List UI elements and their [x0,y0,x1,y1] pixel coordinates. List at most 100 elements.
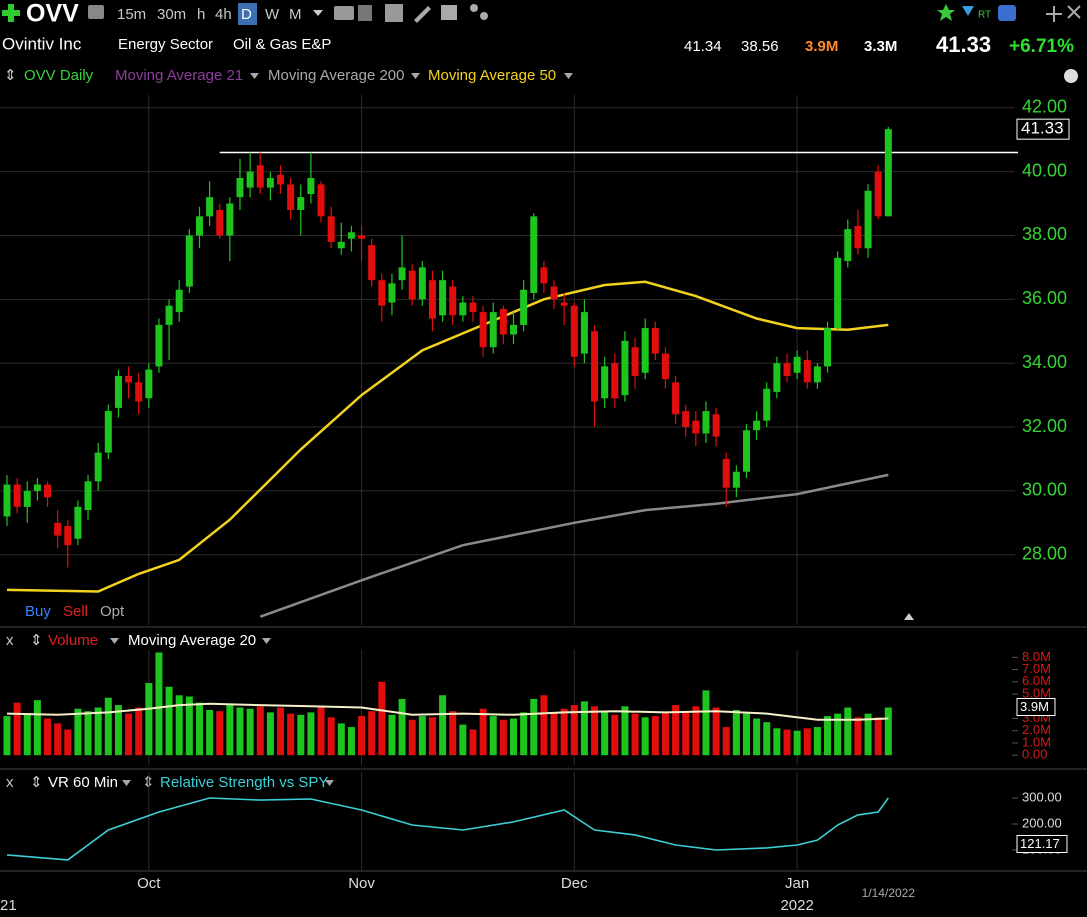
add-icon[interactable] [2,4,20,22]
y-tick-label: 38.00 [1022,224,1067,244]
legend-volume-ma[interactable]: Moving Average 20 [128,632,256,649]
volume-bar [277,707,285,756]
volume-bar [601,711,609,756]
volume-box [1016,698,1056,716]
dropdown[interactable] [262,638,271,644]
volume-bar [732,709,740,756]
icon[interactable] [1067,5,1081,19]
volume-bar [550,712,558,756]
cursor-date: 1/14/2022 [862,886,916,900]
icon[interactable] [88,5,104,19]
candle-body [236,178,244,198]
volume-bar [874,717,882,756]
candle-body [428,280,436,319]
y-tick-label: 300.00 [1022,789,1062,804]
candle-body [155,324,163,367]
candle-body [23,490,31,507]
volume-bar [651,716,659,756]
arrows: ⇕ [30,632,43,649]
timeframe[interactable]: 4h [215,6,232,23]
volume-bar [165,686,173,756]
candle-body [226,203,234,236]
volume: 3.9M [805,38,838,55]
volume-bar [3,716,11,756]
icon[interactable] [470,4,478,12]
volume-bar [418,716,426,756]
dropdown[interactable] [313,10,323,16]
volume-bar [631,713,639,756]
volume-bar [347,727,355,756]
timeframe[interactable]: 15m [117,6,146,23]
volume-bar [327,717,335,756]
volume-bar [94,707,102,756]
close-panel[interactable]: x [6,632,14,649]
candle-body [104,411,112,453]
settings-icon[interactable] [1064,69,1078,83]
dropdown[interactable] [564,73,573,79]
candle-body [550,286,558,300]
icon[interactable] [1046,6,1062,22]
y-tick-label: 40.00 [1022,160,1067,180]
candle-body [692,420,700,434]
legend-ma200[interactable]: Moving Average 200 [268,67,405,84]
timeframe[interactable]: W [265,6,280,23]
icon[interactable] [962,6,974,16]
scroll-marker[interactable] [904,613,914,620]
volume-bar [742,712,750,756]
candle-body [672,382,680,415]
candle-body [864,190,872,249]
icon[interactable] [441,5,457,20]
volume-bar [125,713,133,756]
candle-body [520,289,528,325]
active-timeframe [238,3,257,25]
dropdown[interactable] [325,780,334,786]
timeframe[interactable]: 30m [157,6,186,23]
volume-bar [834,713,842,756]
icon[interactable] [414,6,431,23]
star-icon[interactable] [937,4,955,21]
symbol[interactable]: OVV [26,0,79,28]
candle-body [317,184,325,217]
icon[interactable] [334,6,354,20]
legend-volume[interactable]: Volume [48,632,98,649]
candle-body [64,526,72,546]
dropdown[interactable] [110,638,119,644]
volume-bar [44,718,52,756]
date-label: Oct [137,875,161,892]
timeframe[interactable]: D [241,6,252,23]
volume-bar [145,683,153,756]
realtime: RT [978,10,991,21]
candle-body [418,267,426,300]
high: 41.34 [684,38,722,55]
dropdown[interactable] [250,73,259,79]
opt-button[interactable]: Opt [100,603,125,620]
candle-body [682,411,690,428]
candle-body [185,235,193,287]
legend-ma21[interactable]: Moving Average 21 [115,67,243,84]
legend-study[interactable]: VR 60 Min [48,774,118,791]
timeframe[interactable]: h [197,6,205,23]
volume-bar [428,717,436,756]
icon[interactable] [998,5,1016,21]
candle-body [246,171,254,188]
volume-bar [793,730,801,756]
legend-ma50[interactable]: Moving Average 50 [428,67,556,84]
icon[interactable] [385,4,403,22]
buy-button[interactable]: Buy [25,603,51,620]
dropdown[interactable] [411,73,420,79]
icon[interactable] [480,12,488,20]
sell-button[interactable]: Sell [63,603,88,620]
volume-bar [641,717,649,756]
y-tick-label: 0.00 [1022,747,1047,762]
legend-symbol[interactable]: OVV Daily [24,67,94,84]
volume-bar [54,723,62,756]
dropdown[interactable] [122,780,131,786]
candle-body [580,312,588,354]
timeframe[interactable]: M [289,6,302,23]
volume-bar [256,706,264,756]
close-panel[interactable]: x [6,774,14,791]
volume-bar [621,706,629,756]
candle-body [408,270,416,300]
icon[interactable] [358,5,372,21]
legend-rs[interactable]: Relative Strength vs SPY [160,774,328,791]
